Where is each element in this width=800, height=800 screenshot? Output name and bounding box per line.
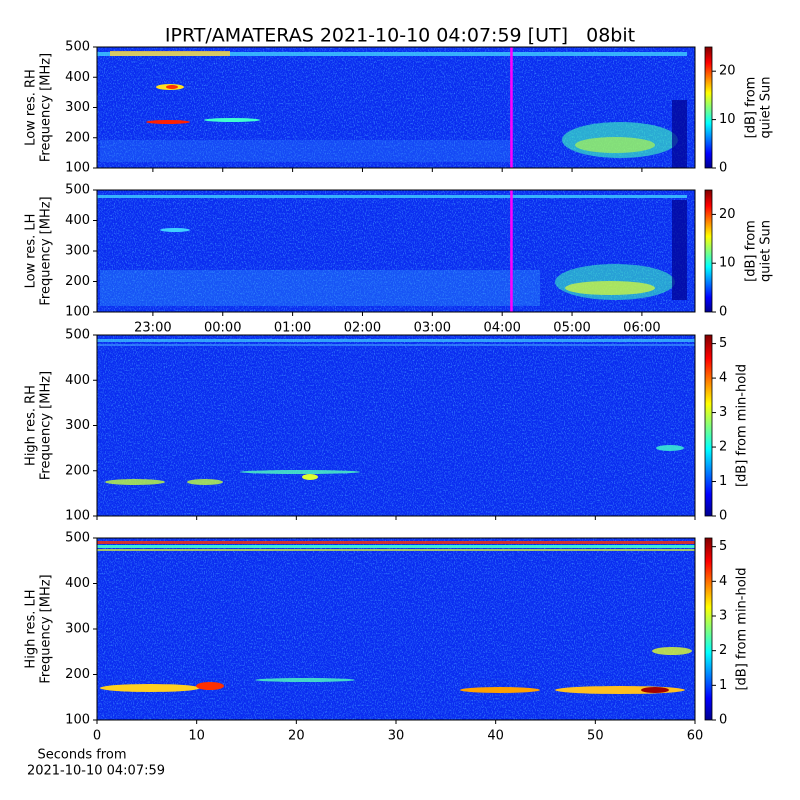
- x-tick-label: 20: [288, 729, 305, 744]
- colorbar-tick-label: 1: [719, 678, 727, 693]
- x-tick-label: 04:00: [483, 321, 520, 336]
- x-tick-label: 60: [687, 729, 704, 744]
- x-axis-label: Seconds from: [37, 748, 126, 763]
- x-tick-label: 06:00: [623, 321, 660, 336]
- colorbar-tick-label: 1: [719, 474, 727, 489]
- y-tick-label: 400: [65, 576, 90, 591]
- y-tick-label: 400: [65, 70, 90, 85]
- y-tick-label: 100: [65, 713, 90, 728]
- colorbar-tick-label: 2: [719, 440, 727, 455]
- colorbar-tick-label: 0: [719, 305, 727, 320]
- colorbar-tick-label: 0: [719, 161, 727, 176]
- x-tick-label: 30: [388, 729, 405, 744]
- x-tick-label: 40: [487, 729, 504, 744]
- y-tick-label: 300: [65, 244, 90, 259]
- y-tick-label: 500: [65, 183, 90, 198]
- x-tick-label: 0: [93, 729, 101, 744]
- colorbar-label: quiet Sun: [759, 76, 774, 138]
- colorbar: [704, 537, 713, 721]
- x-tick-label: 50: [587, 729, 604, 744]
- y-tick-label: 200: [65, 274, 90, 289]
- y-axis-label: High res. RH: [24, 385, 39, 466]
- y-tick-label: 500: [65, 531, 90, 546]
- y-axis-label: Frequency [MHz]: [39, 53, 54, 162]
- x-tick-label: 01:00: [274, 321, 311, 336]
- colorbar-tick-label: 20: [719, 64, 736, 79]
- x-tick-label: 02:00: [344, 321, 381, 336]
- y-tick-label: 300: [65, 100, 90, 115]
- y-axis-label: Frequency [MHz]: [39, 574, 54, 683]
- y-axis-label: Frequency [MHz]: [39, 371, 54, 480]
- colorbar-label: quiet Sun: [759, 220, 774, 282]
- colorbar-tick-label: 10: [719, 256, 736, 271]
- colorbar-tick-label: 20: [719, 207, 736, 222]
- colorbar-tick-label: 5: [719, 336, 727, 351]
- colorbar-tick-label: 4: [719, 371, 727, 386]
- y-axis-label: Frequency [MHz]: [39, 196, 54, 305]
- y-axis-label: High res. LH: [24, 589, 39, 668]
- chart-title: IPRT/AMATERAS 2021-10-10 04:07:59 [UT] 0…: [165, 25, 635, 47]
- colorbar-label: [dB] from: [744, 77, 759, 139]
- colorbar-tick-label: 3: [719, 405, 727, 420]
- y-tick-label: 200: [65, 463, 90, 478]
- y-tick-label: 300: [65, 622, 90, 637]
- y-axis-label: Low res. LH: [24, 214, 39, 289]
- x-tick-label: 10: [188, 729, 205, 744]
- y-tick-label: 100: [65, 161, 90, 176]
- spectrogram-noise: [97, 335, 695, 516]
- colorbar: [704, 334, 713, 517]
- colorbar-tick-label: 2: [719, 643, 727, 658]
- y-axis-label: Low res. RH: [24, 69, 39, 146]
- colorbar-tick-label: 3: [719, 609, 727, 624]
- y-tick-label: 100: [65, 509, 90, 524]
- x-axis-label: 2021-10-10 04:07:59: [27, 764, 165, 779]
- x-tick-label: 00:00: [204, 321, 241, 336]
- spectrogram-features: [97, 51, 695, 694]
- y-tick-label: 500: [65, 328, 90, 343]
- colorbar-tick-label: 0: [719, 713, 727, 728]
- colorbar-label: [dB] from min-hold: [735, 567, 750, 690]
- colorbar-label: [dB] from: [744, 220, 759, 282]
- x-tick-label: 05:00: [553, 321, 590, 336]
- colorbar-tick-label: 4: [719, 574, 727, 589]
- y-tick-label: 200: [65, 667, 90, 682]
- colorbar-tick-label: 10: [719, 112, 736, 127]
- y-tick-label: 100: [65, 305, 90, 320]
- colorbar-label: [dB] from min-hold: [735, 364, 750, 487]
- colorbar-tick-label: 5: [719, 539, 727, 554]
- x-tick-label: 03:00: [414, 321, 451, 336]
- y-tick-label: 400: [65, 213, 90, 228]
- colorbar: [704, 189, 713, 313]
- colorbar-tick-label: 0: [719, 509, 727, 524]
- colorbar: [704, 46, 713, 169]
- y-tick-label: 400: [65, 373, 90, 388]
- x-tick-label: 23:00: [134, 321, 171, 336]
- y-tick-label: 200: [65, 130, 90, 145]
- y-tick-label: 300: [65, 418, 90, 433]
- y-tick-label: 500: [65, 40, 90, 55]
